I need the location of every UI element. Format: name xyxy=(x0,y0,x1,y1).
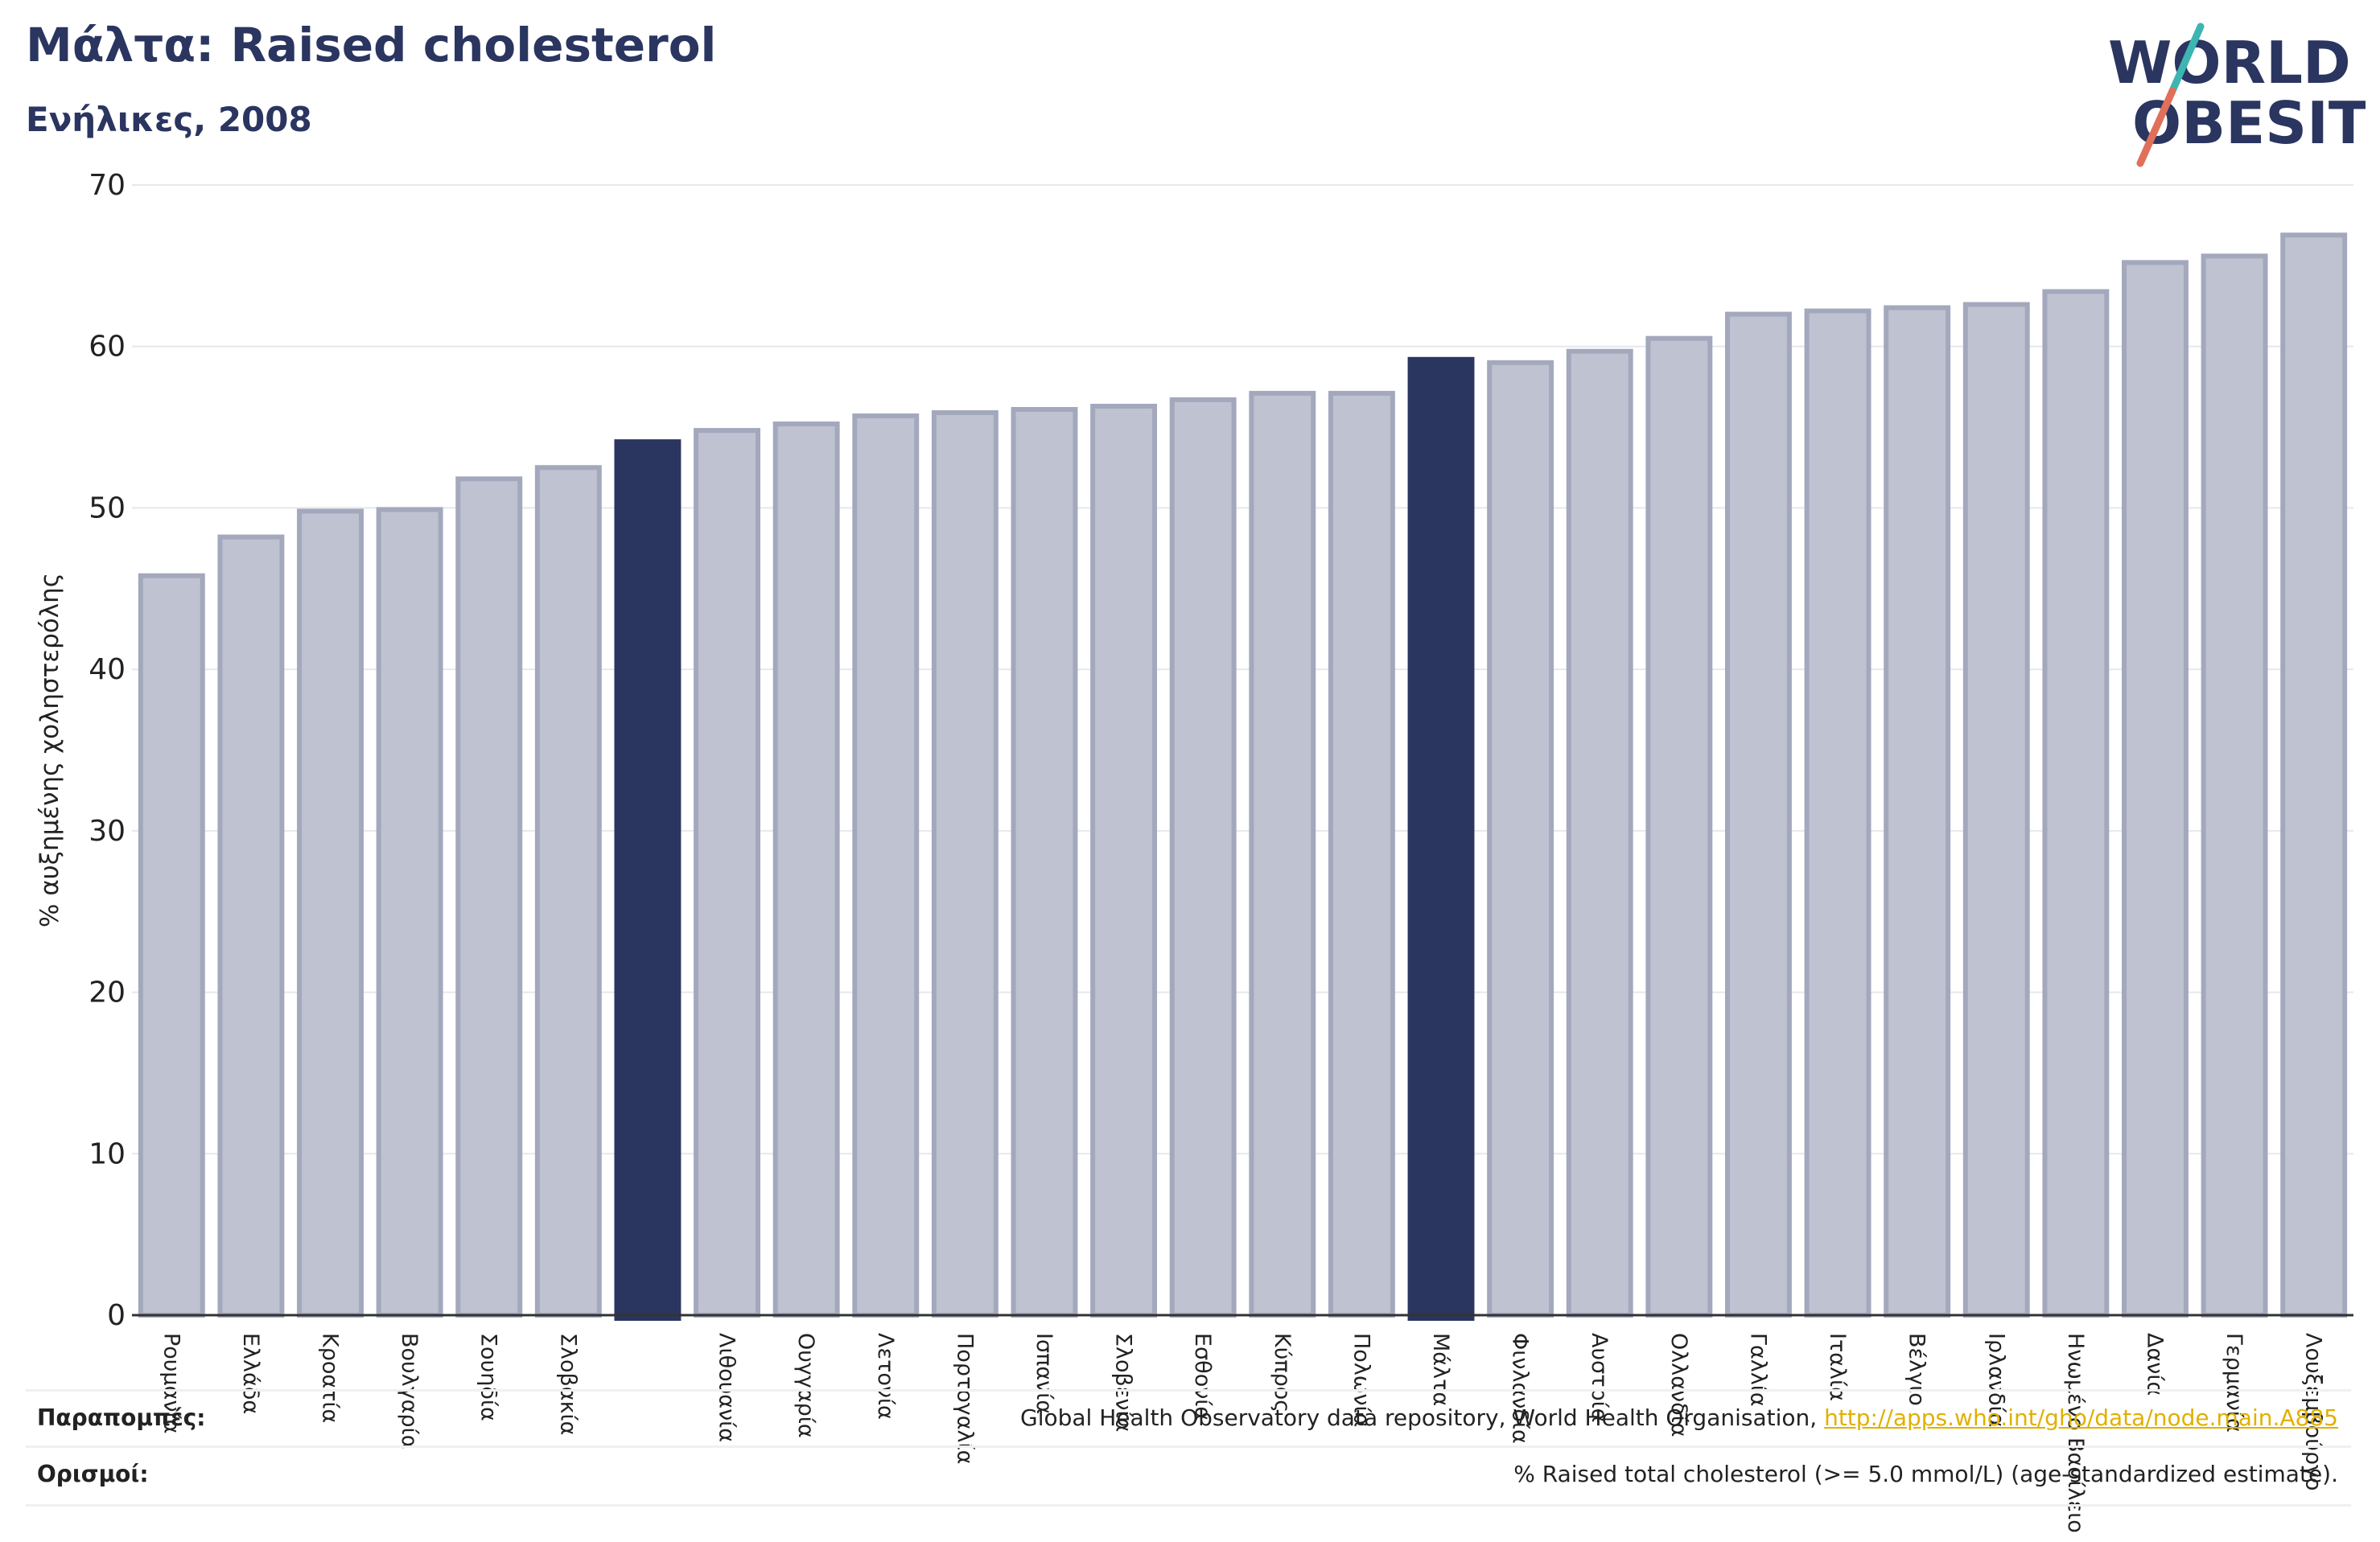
y-tick-label: 30 xyxy=(89,815,126,848)
y-tick-label: 40 xyxy=(89,653,126,686)
references-label: Παραπομπές: xyxy=(37,1404,206,1431)
x-tick-label: Ελλάδα xyxy=(238,1333,263,1414)
y-tick-label: 50 xyxy=(89,491,126,524)
x-axis-ticks: Ρουμανία Ελλάδα Κροατία Βουλγαρία Σουηδία Σλο… xyxy=(159,1333,2325,1533)
references-link[interactable]: http://apps.who.int/gho/data/node.main.A… xyxy=(1824,1404,2338,1431)
x-tick-label: Γαλλία xyxy=(1745,1333,1770,1407)
bar xyxy=(852,413,920,1318)
x-tick-label: Αυστρία xyxy=(1587,1333,1612,1423)
x-tick-label: Λουξεμβούργο xyxy=(2301,1333,2326,1491)
bar xyxy=(1487,360,1554,1318)
x-tick-label: Ηνωμένο Βασίλειο xyxy=(2063,1333,2088,1533)
definitions-row: Ορισμοί: % Raised total cholesterol (>= … xyxy=(26,1445,2351,1507)
x-tick-label: Ολλανδία xyxy=(1666,1333,1691,1437)
logo-slash-teal xyxy=(2168,23,2205,95)
x-tick-label: Λετονία xyxy=(873,1333,898,1420)
x-tick-label: Κύπρος xyxy=(1270,1333,1295,1412)
x-tick-label: Ρουμανία xyxy=(159,1333,183,1433)
bar xyxy=(1011,406,1078,1318)
bar xyxy=(1804,308,1871,1318)
bar xyxy=(931,410,999,1318)
y-tick-label: 0 xyxy=(107,1299,126,1332)
bar xyxy=(1090,403,1158,1318)
definitions-label: Ορισμοί: xyxy=(37,1461,149,1487)
bar xyxy=(2201,253,2268,1318)
bar xyxy=(455,476,523,1318)
x-tick-label: Δανία xyxy=(2142,1333,2167,1396)
x-tick-label: Σλοβενία xyxy=(1111,1333,1136,1432)
y-axis-ticks: 0 10 20 30 40 50 60 70 xyxy=(89,169,126,1332)
bar xyxy=(1249,390,1316,1318)
y-tick-label: 10 xyxy=(89,1137,126,1170)
definitions-text: % Raised total cholesterol (>= 5.0 mmol/… xyxy=(1513,1461,2338,1487)
bar xyxy=(138,573,205,1318)
logo-slash-coral xyxy=(2136,87,2176,167)
x-tick-label: Λιθουανία xyxy=(714,1333,739,1442)
references-text: Global Health Observatory data repositor… xyxy=(1020,1404,1825,1431)
x-tick-label: Ιρλανδία xyxy=(1983,1333,2008,1427)
bar xyxy=(1328,390,1395,1318)
x-tick-label: Σλοβακία xyxy=(555,1333,580,1435)
bar xyxy=(1645,335,1713,1318)
bar xyxy=(534,465,602,1318)
chart-subtitle: Ενήλικες, 2008 xyxy=(26,100,312,139)
x-tick-label: Βέλγιο xyxy=(1904,1333,1929,1406)
bar xyxy=(1962,302,2030,1318)
y-tick-label: 20 xyxy=(89,977,126,1009)
bar xyxy=(1884,305,1951,1318)
world-obesity-logo: WORLD OBESITY xyxy=(2108,23,2366,167)
x-tick-label: Ουγγαρία xyxy=(793,1333,818,1438)
x-tick-label: Φινλανδία xyxy=(1508,1333,1533,1444)
x-tick-label: Γερμανία xyxy=(2221,1333,2246,1433)
bar xyxy=(2122,260,2189,1318)
bar xyxy=(1169,397,1237,1318)
bar xyxy=(2280,232,2348,1318)
chart-title: Μάλτα: Raised cholesterol xyxy=(26,18,717,72)
bar xyxy=(772,421,840,1318)
y-tick-label: 70 xyxy=(89,169,126,202)
x-tick-label: Πολωνία xyxy=(1349,1333,1373,1427)
bar xyxy=(694,428,761,1318)
logo-word-world: WORLD xyxy=(2108,29,2351,97)
bar xyxy=(217,534,285,1318)
bar-series xyxy=(138,232,2348,1321)
bar xyxy=(297,508,364,1318)
x-tick-label: Ισπανία xyxy=(1031,1333,1056,1414)
bar xyxy=(376,507,443,1318)
y-tick-label: 60 xyxy=(89,331,126,364)
bar xyxy=(2042,289,2110,1318)
y-axis-label: % αυξημένης χοληστερόλης xyxy=(35,573,64,927)
bar xyxy=(1407,356,1475,1321)
x-tick-label: Σουηδία xyxy=(476,1333,501,1421)
bar xyxy=(1724,311,1792,1318)
references-row: Παραπομπές: Global Health Observatory da… xyxy=(26,1389,2351,1448)
bar xyxy=(614,439,681,1321)
bar xyxy=(1566,348,1633,1318)
x-tick-label: Μάλτα xyxy=(1428,1333,1453,1406)
x-tick-label: Εσθονία xyxy=(1190,1333,1215,1421)
x-tick-label: Πορτογαλία xyxy=(952,1333,977,1464)
references-value: Global Health Observatory data repositor… xyxy=(1020,1404,2338,1431)
x-tick-label: Κροατία xyxy=(318,1333,343,1423)
